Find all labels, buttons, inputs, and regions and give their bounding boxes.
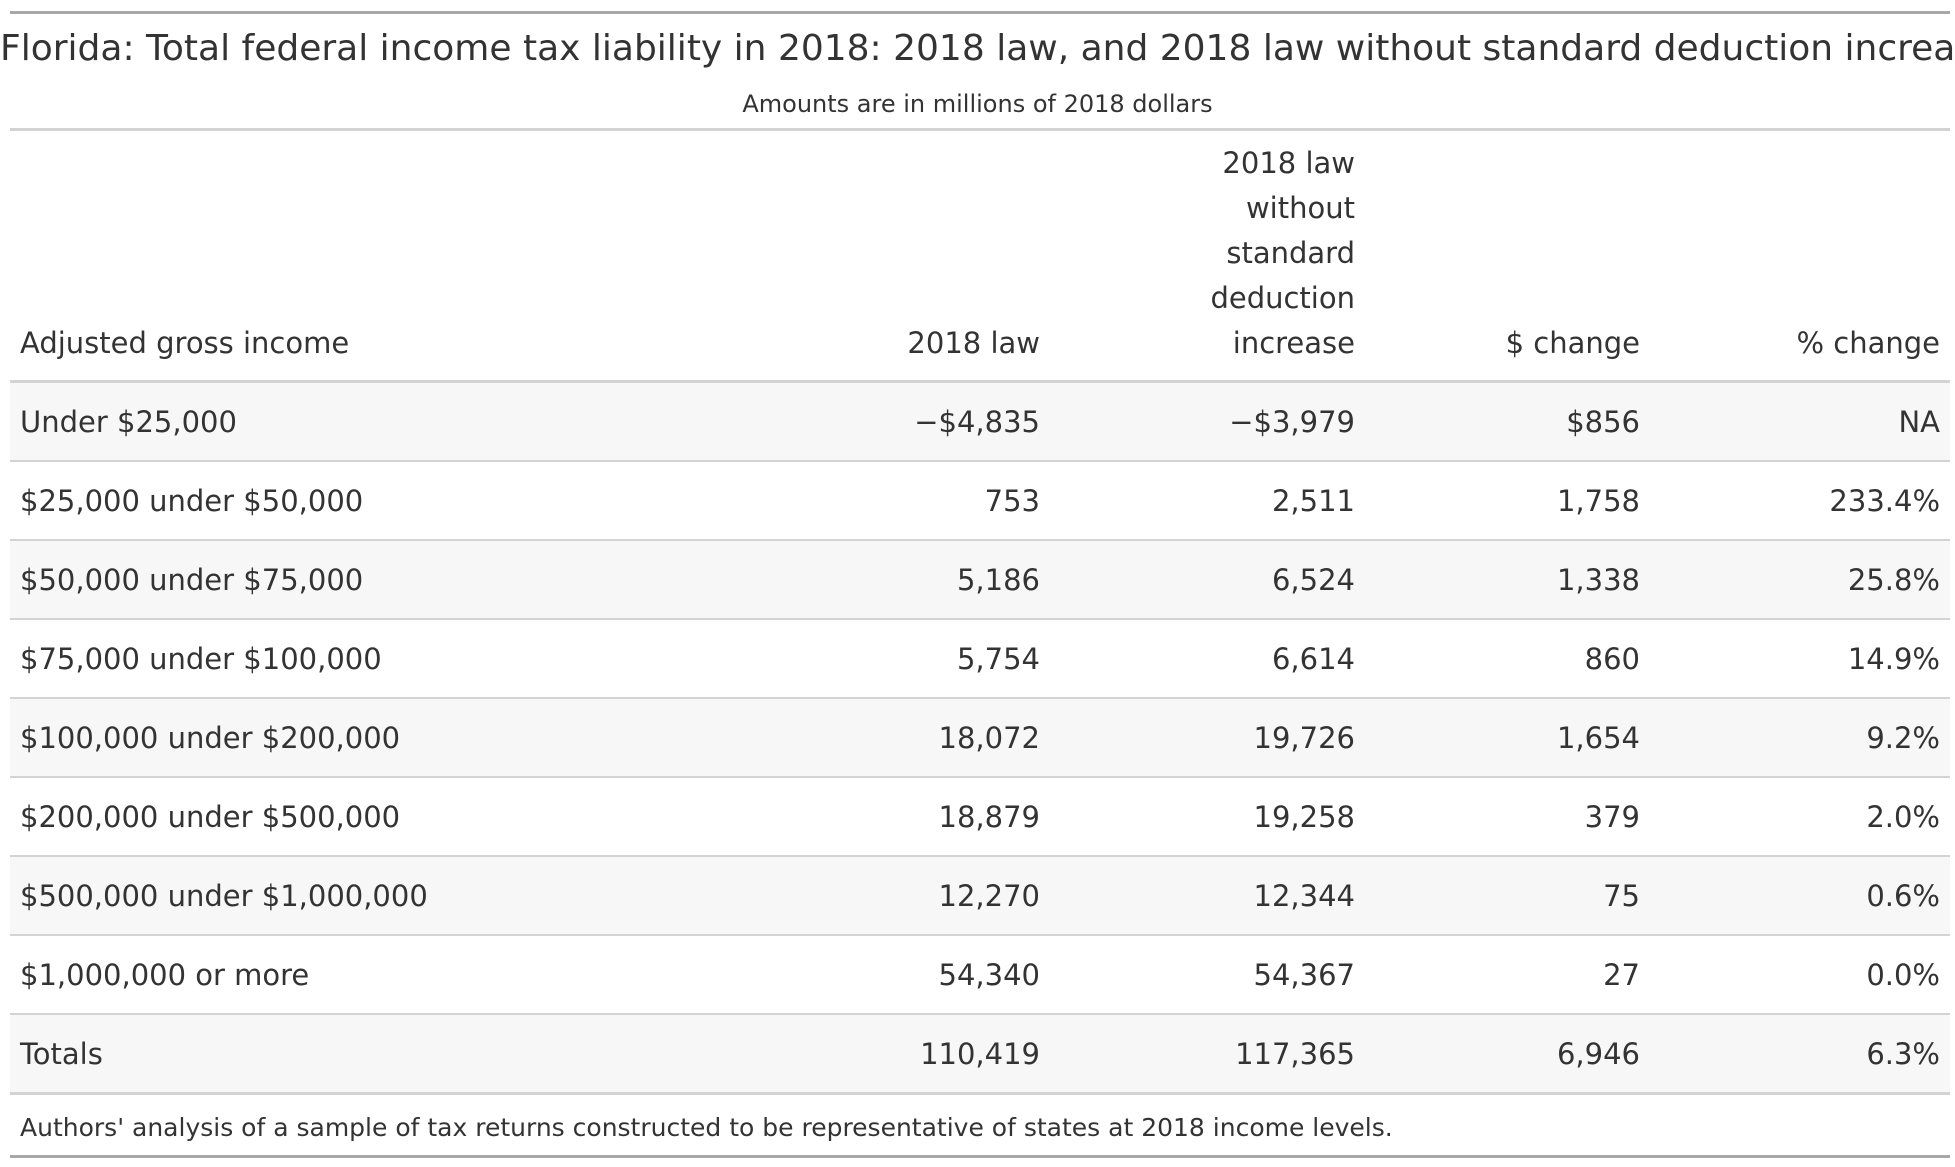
cell: 18,879 xyxy=(730,776,1050,856)
header-row: Adjusted gross income 2018 law 2018 law wi… xyxy=(10,129,1950,382)
cell: 0.6% xyxy=(1650,855,1950,935)
cell: 860 xyxy=(1365,618,1650,698)
column-header: Adjusted gross income xyxy=(10,130,730,382)
column-header: 2018 law without standard deduction incr… xyxy=(1050,130,1365,382)
cell: 5,754 xyxy=(730,618,1050,698)
cell: 9.2% xyxy=(1650,697,1950,777)
row-label: Totals xyxy=(10,1013,730,1094)
cell: 6,614 xyxy=(1050,618,1365,698)
cell: 0.0% xyxy=(1650,934,1950,1014)
cell: 54,367 xyxy=(1050,934,1365,1014)
cell: $856 xyxy=(1365,380,1650,461)
column-header-text: % change xyxy=(1796,326,1941,360)
cell: 12,344 xyxy=(1050,855,1365,935)
row-label: $1,000,000 or more xyxy=(10,934,730,1014)
cell: 379 xyxy=(1365,776,1650,856)
table-row: Under $25,000 −$4,835 −$3,979 $856 NA xyxy=(10,380,1950,461)
cell: 18,072 xyxy=(730,697,1050,777)
cell: 19,726 xyxy=(1050,697,1365,777)
cell: −$4,835 xyxy=(730,380,1050,461)
table-row: $75,000 under $100,000 5,754 6,614 860 14.9% xyxy=(10,618,1950,698)
cell: 110,419 xyxy=(730,1013,1050,1094)
column-header: 2018 law xyxy=(730,130,1050,382)
column-header-text: 2018 law without standard deduction incr… xyxy=(1210,146,1355,360)
title: Florida: Total federal income tax liabil… xyxy=(0,28,1955,69)
table-row: $1,000,000 or more 54,340 54,367 27 0.0% xyxy=(10,934,1950,1014)
cell: 75 xyxy=(1365,855,1650,935)
top-rule xyxy=(10,11,1950,14)
row-label: $100,000 under $200,000 xyxy=(10,697,730,777)
table-row: $25,000 under $50,000 753 2,511 1,758 233.4% xyxy=(10,460,1950,540)
row-label: $200,000 under $500,000 xyxy=(10,776,730,856)
cell: 2.0% xyxy=(1650,776,1950,856)
cell: 5,186 xyxy=(730,539,1050,619)
cell: −$3,979 xyxy=(1050,380,1365,461)
cell: NA xyxy=(1650,380,1950,461)
cell: 1,338 xyxy=(1365,539,1650,619)
column-header: $ change xyxy=(1365,130,1650,382)
cell: 2,511 xyxy=(1050,460,1365,540)
cell: 1,654 xyxy=(1365,697,1650,777)
column-header-text: Adjusted gross income xyxy=(20,326,350,360)
column-header-text: $ change xyxy=(1505,326,1640,360)
table-row: $200,000 under $500,000 18,879 19,258 379 2.… xyxy=(10,776,1950,856)
table-header: Adjusted gross income 2018 law 2018 law wi… xyxy=(10,129,1950,382)
row-label: $500,000 under $1,000,000 xyxy=(10,855,730,935)
bottom-rule xyxy=(10,1155,1950,1158)
cell: 19,258 xyxy=(1050,776,1365,856)
cell: 1,758 xyxy=(1365,460,1650,540)
table-row: $500,000 under $1,000,000 12,270 12,344 75 0… xyxy=(10,855,1950,935)
cell: 27 xyxy=(1365,934,1650,1014)
cell: 117,365 xyxy=(1050,1013,1365,1094)
column-header: % change xyxy=(1650,130,1950,382)
table-body: Under $25,000 −$4,835 −$3,979 $856 NA $25,000… xyxy=(10,380,1950,1094)
cell: 14.9% xyxy=(1650,618,1950,698)
source-note: Authors' analysis of a sample of tax ret… xyxy=(20,1113,1393,1142)
cell: 6.3% xyxy=(1650,1013,1950,1094)
cell: 12,270 xyxy=(730,855,1050,935)
column-header-text: 2018 law xyxy=(907,326,1040,360)
cell: 753 xyxy=(730,460,1050,540)
row-label: $75,000 under $100,000 xyxy=(10,618,730,698)
row-label: $25,000 under $50,000 xyxy=(10,460,730,540)
cell: 25.8% xyxy=(1650,539,1950,619)
cell: 6,524 xyxy=(1050,539,1365,619)
table-row: $100,000 under $200,000 18,072 19,726 1,654… xyxy=(10,697,1950,777)
table-row: Totals 110,419 117,365 6,946 6.3% xyxy=(10,1013,1950,1094)
table-row: $50,000 under $75,000 5,186 6,524 1,338 25.8… xyxy=(10,539,1950,619)
data-table: Adjusted gross income 2018 law 2018 law wi… xyxy=(10,128,1950,1095)
cell: 6,946 xyxy=(1365,1013,1650,1094)
cell: 54,340 xyxy=(730,934,1050,1014)
cell: 233.4% xyxy=(1650,460,1950,540)
subtitle: Amounts are in millions of 2018 dollars xyxy=(742,90,1213,118)
row-label: $50,000 under $75,000 xyxy=(10,539,730,619)
row-label: Under $25,000 xyxy=(10,380,730,461)
